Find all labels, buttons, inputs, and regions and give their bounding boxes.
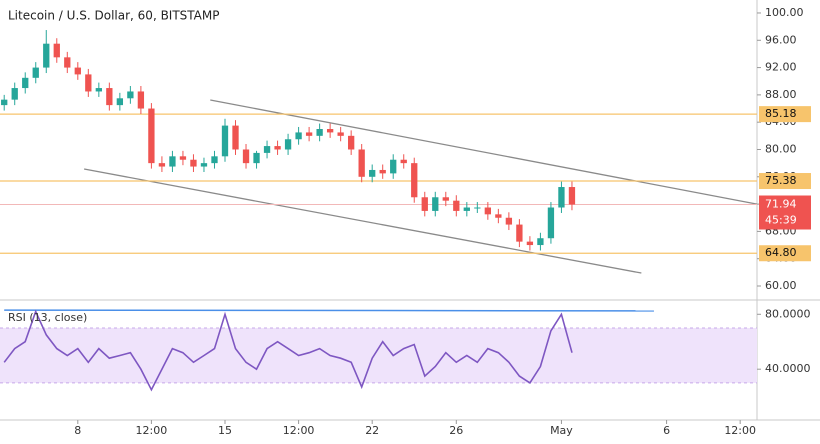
candle-body xyxy=(106,88,113,106)
y-tick-label: 80.00 xyxy=(765,142,797,155)
x-tick-label: 8 xyxy=(74,424,81,437)
channel-line xyxy=(83,168,642,274)
candle-body xyxy=(253,152,260,164)
candle-body xyxy=(474,207,481,209)
level-label-box xyxy=(759,106,811,123)
candle-body xyxy=(505,217,513,225)
candle-body xyxy=(547,207,555,239)
level-label-box xyxy=(759,245,811,262)
candle-body xyxy=(158,163,166,167)
candle-body xyxy=(516,224,523,242)
candle-body xyxy=(537,238,544,246)
chart-title: Litecoin / U.S. Dollar, 60, BITSTAMP xyxy=(8,9,219,23)
candle-body xyxy=(200,163,208,167)
candle-body xyxy=(242,149,250,164)
candle-body xyxy=(232,125,239,150)
countdown-label: 45:39 xyxy=(765,214,797,227)
rsi-trendline xyxy=(4,309,654,312)
candle-body xyxy=(390,159,397,174)
candle-body xyxy=(22,77,29,89)
candle-body xyxy=(274,146,281,150)
candle-body xyxy=(127,91,134,99)
candle-body xyxy=(1,99,8,106)
x-tick-label: 12:00 xyxy=(136,424,168,437)
candle-body xyxy=(64,57,71,68)
last-price-box xyxy=(759,195,811,230)
candle-body xyxy=(453,200,460,211)
rsi-band xyxy=(0,328,757,383)
candle-body xyxy=(316,129,323,136)
y-tick-label: 100.00 xyxy=(765,6,804,19)
level-label: 64.80 xyxy=(765,246,797,259)
candle-body xyxy=(558,187,565,208)
y-tick-label: 92.00 xyxy=(765,61,797,74)
candle-body xyxy=(432,197,439,211)
candle-body xyxy=(369,169,376,177)
candle-body xyxy=(348,135,355,150)
candle-body xyxy=(263,146,271,153)
rsi-line xyxy=(3,309,573,392)
last-price-label: 71.94 xyxy=(765,198,797,211)
candle-body xyxy=(179,156,187,160)
candle-body xyxy=(190,159,197,167)
y-tick-label: 96.00 xyxy=(765,33,797,46)
candle-body xyxy=(43,43,50,68)
level-label: 75.38 xyxy=(765,174,797,187)
candle-body xyxy=(400,159,407,164)
y-tick-label: 40.0000 xyxy=(765,362,811,375)
x-tick-label: May xyxy=(550,424,573,437)
x-tick-label: 15 xyxy=(218,424,232,437)
x-tick-label: 26 xyxy=(449,424,463,437)
x-tick-label: 12:00 xyxy=(724,424,756,437)
channel-line xyxy=(210,99,758,205)
y-tick-label: 60.00 xyxy=(765,279,797,292)
candle-body xyxy=(32,67,39,78)
candle-body xyxy=(169,156,176,167)
candle-body xyxy=(148,108,155,164)
candle-body xyxy=(442,197,449,201)
candle-body xyxy=(85,74,92,92)
candle-body xyxy=(116,98,124,106)
x-tick-label: 6 xyxy=(663,424,670,437)
candle-body xyxy=(568,187,576,205)
x-tick-label: 12:00 xyxy=(283,424,315,437)
x-tick-label: 22 xyxy=(365,424,379,437)
candle-body xyxy=(495,214,502,218)
candle-body xyxy=(74,67,81,75)
candle-body xyxy=(95,88,102,92)
candle-body xyxy=(411,163,418,198)
candle-body xyxy=(379,169,386,174)
candle-body xyxy=(137,91,145,109)
candle-body xyxy=(526,241,534,246)
level-label: 85.18 xyxy=(765,107,797,120)
candle-body xyxy=(326,129,334,133)
candle-body xyxy=(337,132,344,136)
level-label-box xyxy=(759,173,811,190)
y-tick-label: 80.0000 xyxy=(765,307,811,320)
candle-body xyxy=(421,197,428,211)
candle-body xyxy=(295,132,302,140)
candle-body xyxy=(11,88,18,100)
candle-body xyxy=(221,125,229,157)
candle-body xyxy=(305,132,313,136)
y-tick-label: 88.00 xyxy=(765,88,797,101)
candle-body xyxy=(358,149,365,177)
candle-body xyxy=(53,43,60,58)
candle-body xyxy=(284,139,292,150)
rsi-title: RSI (13, close) xyxy=(8,311,87,324)
candle-body xyxy=(211,156,218,164)
candle-body xyxy=(484,207,491,215)
candle-body xyxy=(463,207,470,211)
